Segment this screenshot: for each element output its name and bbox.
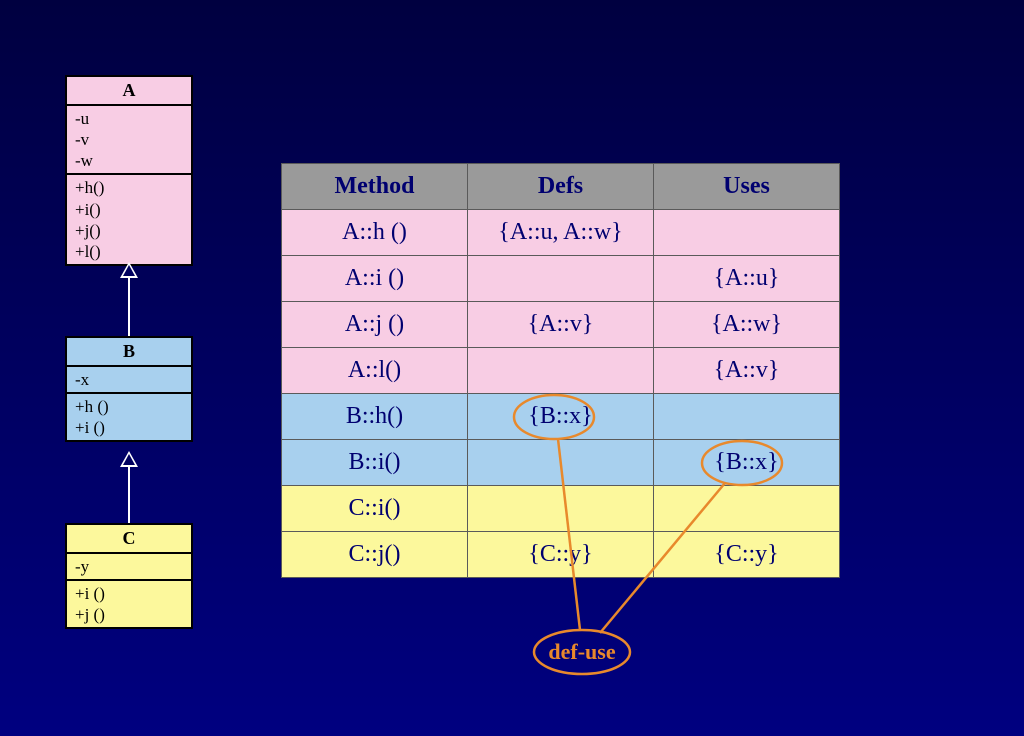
table-cell bbox=[468, 440, 654, 486]
table-row: A::h (){A::u, A::w} bbox=[282, 210, 840, 256]
table-cell: {C::y} bbox=[468, 532, 654, 578]
uml-class-b: B -x +h ()+i () bbox=[65, 336, 193, 442]
table-header-cell: Method bbox=[282, 164, 468, 210]
class-c-title: C bbox=[67, 525, 191, 554]
def-use-table: MethodDefsUses A::h (){A::u, A::w}A::i (… bbox=[281, 163, 840, 578]
table-cell: {A::u} bbox=[654, 256, 840, 302]
table-cell bbox=[468, 348, 654, 394]
table-cell: {A::u, A::w} bbox=[468, 210, 654, 256]
class-a-attrs: -u-v-w bbox=[67, 106, 191, 176]
table-row: C::j(){C::y}{C::y} bbox=[282, 532, 840, 578]
table-row: A::l() {A::v} bbox=[282, 348, 840, 394]
class-a-ops: +h()+i()+j()+l() bbox=[67, 175, 191, 264]
table-cell: {A::v} bbox=[468, 302, 654, 348]
table-cell: B::i() bbox=[282, 440, 468, 486]
table-row: A::j (){A::v}{A::w} bbox=[282, 302, 840, 348]
table-cell: A::l() bbox=[282, 348, 468, 394]
table-cell: A::h () bbox=[282, 210, 468, 256]
table-cell: {B::x} bbox=[468, 394, 654, 440]
table-row: A::i () {A::u} bbox=[282, 256, 840, 302]
table-cell: C::i() bbox=[282, 486, 468, 532]
table-cell: {B::x} bbox=[654, 440, 840, 486]
table-row: B::i() {B::x} bbox=[282, 440, 840, 486]
class-b-title: B bbox=[67, 338, 191, 367]
table-header-row: MethodDefsUses bbox=[282, 164, 840, 210]
table-cell: {A::v} bbox=[654, 348, 840, 394]
table-cell: C::j() bbox=[282, 532, 468, 578]
table-cell bbox=[654, 210, 840, 256]
table-body: A::h (){A::u, A::w}A::i (){A::u}A::j (){… bbox=[282, 210, 840, 578]
table-header-cell: Defs bbox=[468, 164, 654, 210]
table-row: C::i() bbox=[282, 486, 840, 532]
table-cell: A::j () bbox=[282, 302, 468, 348]
table-header-cell: Uses bbox=[654, 164, 840, 210]
table-cell: {A::w} bbox=[654, 302, 840, 348]
table-cell bbox=[654, 394, 840, 440]
class-b-attrs: -x bbox=[67, 367, 191, 394]
class-a-title: A bbox=[67, 77, 191, 106]
table-cell bbox=[468, 486, 654, 532]
table-cell: B::h() bbox=[282, 394, 468, 440]
table-cell: {C::y} bbox=[654, 532, 840, 578]
class-c-ops: +i ()+j () bbox=[67, 581, 191, 628]
uml-class-c: C -y +i ()+j () bbox=[65, 523, 193, 629]
table-row: B::h(){B::x} bbox=[282, 394, 840, 440]
class-b-ops: +h ()+i () bbox=[67, 394, 191, 441]
svg-text:def-use: def-use bbox=[548, 639, 615, 664]
table-cell bbox=[468, 256, 654, 302]
class-c-attrs: -y bbox=[67, 554, 191, 581]
table-cell bbox=[654, 486, 840, 532]
uml-class-a: A -u-v-w +h()+i()+j()+l() bbox=[65, 75, 193, 266]
table-cell: A::i () bbox=[282, 256, 468, 302]
